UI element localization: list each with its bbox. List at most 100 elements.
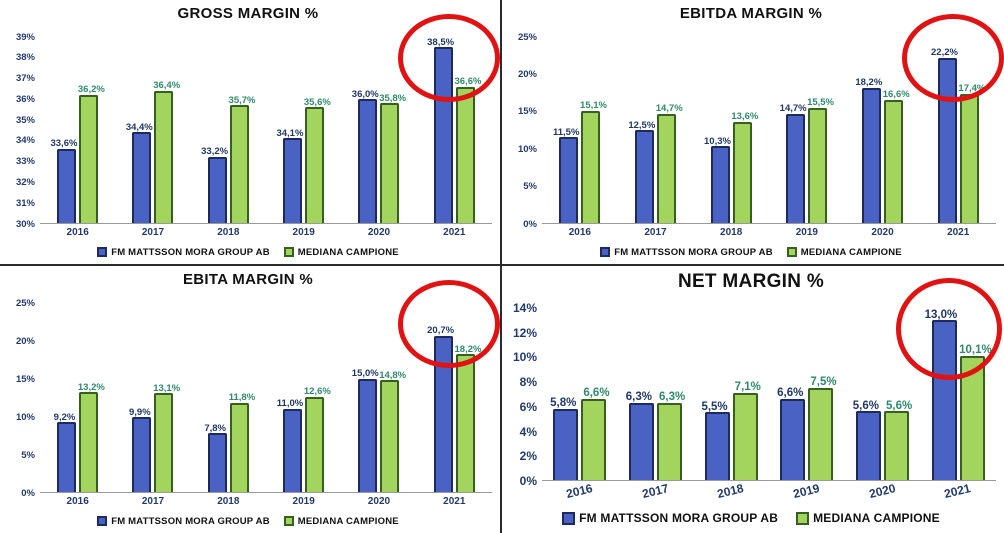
- bar-median: 35,6%: [304, 97, 331, 223]
- x-tick-label: 2020: [871, 227, 894, 238]
- bar-value-label: 11,5%: [552, 127, 580, 139]
- x-tick-label: 2017: [644, 227, 667, 238]
- series2-swatch-icon: [786, 247, 797, 257]
- bar-median: 13,6%: [731, 111, 758, 223]
- bars-area: 5,8% 6,6% 6,3% 6,3% 5,5% 7,1% 6,6% 7,5% 5,6% 5,6%…: [542, 308, 996, 481]
- series1-legend-label: FM MATTSSON MORA GROUP AB: [111, 246, 270, 258]
- bar-value-label: 33,2%: [201, 146, 229, 158]
- series2-swatch-icon: [283, 247, 294, 257]
- bar-group-2019: 11,0% 12,6%: [266, 303, 341, 492]
- x-tick-label: 2021: [443, 227, 466, 238]
- y-tick-label: 5%: [21, 449, 35, 461]
- chart-legend: FM MATTSSON MORA GROUP AB MEDIANA CAMPIO…: [506, 242, 996, 262]
- bar-group-2017: 34,4% 36,4%: [115, 37, 190, 223]
- y-tick-label: 35%: [15, 114, 35, 126]
- y-tick-label: 0%: [523, 218, 537, 230]
- bar-group-2020: 5,6% 5,6%: [845, 308, 921, 480]
- y-tick-label: 31%: [15, 197, 35, 209]
- series1-legend-label: FM MATTSSON MORA GROUP AB: [614, 246, 773, 258]
- bar-value-label: 35,7%: [228, 94, 256, 106]
- bar-value-label: 17,4%: [958, 83, 986, 95]
- legend-item-series2: MEDIANA CAMPIONE: [786, 246, 902, 258]
- bar-value-label: 14,7%: [779, 103, 807, 115]
- net-margin-plot: 0% 2% 4% 6% 8% 10% 12% 14% 5,8% 6,6% 6,3% 6,3% 5,5% 7…: [506, 293, 996, 505]
- x-tick-label: 2020: [367, 496, 391, 507]
- bar-value-label: 18,2%: [855, 77, 883, 89]
- bar-value-label: 34,1%: [276, 127, 304, 139]
- bar-value-label: 13,6%: [731, 111, 759, 123]
- bar-company: 11,0%: [277, 398, 303, 492]
- bar-value-label: 11,8%: [228, 392, 256, 404]
- x-tick-label: 2017: [141, 496, 165, 507]
- bar-value-label: 11,0%: [276, 398, 304, 410]
- bar-value-label: 36,6%: [454, 76, 482, 88]
- series2-legend-label: MEDIANA CAMPIONE: [800, 246, 902, 258]
- bar-value-label: 36,4%: [153, 80, 181, 92]
- bar-median: 11,8%: [229, 392, 255, 492]
- y-tick-label: 20%: [15, 335, 35, 347]
- bar-company: 20,7%: [427, 325, 454, 492]
- bar-value-label: 7,1%: [734, 381, 761, 394]
- chart-legend: FM MATTSSON MORA GROUP AB MEDIANA CAMPIO…: [506, 505, 996, 531]
- y-tick-label: 2%: [519, 449, 537, 464]
- bar-value-label: 9,2%: [53, 412, 76, 424]
- bar-value-label: 5,6%: [886, 399, 913, 412]
- bar-median: 14,7%: [656, 103, 683, 223]
- y-tick-label: 14%: [512, 301, 537, 315]
- x-tick-label: 2020: [367, 227, 391, 238]
- bar-value-label: 20,7%: [427, 325, 455, 337]
- series1-legend-label: FM MATTSSON MORA GROUP AB: [111, 515, 270, 527]
- bar-value-label: 35,6%: [303, 96, 331, 108]
- y-axis: 0% 5% 10% 15% 20% 25%: [506, 32, 542, 228]
- series2-swatch-icon: [796, 511, 810, 525]
- series2-legend-label: MEDIANA CAMPIONE: [813, 511, 940, 525]
- bar-company: 22,2%: [931, 47, 958, 223]
- bar-median: 13,1%: [153, 383, 180, 492]
- x-tick-label: 2019: [292, 496, 315, 507]
- bar-median: 7,1%: [732, 381, 761, 480]
- y-tick-label: 10%: [15, 411, 35, 423]
- x-axis: 2016 2017 2018 2019 2020 2021: [40, 493, 492, 511]
- y-tick-label: 5%: [523, 180, 537, 192]
- bar-value-label: 22,2%: [931, 47, 958, 59]
- bar-group-2017: 9,9% 13,1%: [115, 303, 190, 492]
- y-tick-label: 37%: [15, 72, 35, 84]
- bar-median: 15,5%: [807, 97, 834, 223]
- x-axis: 2016 2017 2018 2019 2020 2021: [542, 481, 996, 505]
- legend-item-series2: MEDIANA CAMPIONE: [283, 247, 399, 258]
- bar-group-2016: 11,5% 15,1%: [542, 37, 618, 223]
- bar-group-2016: 5,8% 6,6%: [542, 308, 618, 480]
- bar-company: 18,2%: [855, 77, 882, 223]
- bar-company: 15,0%: [352, 368, 379, 492]
- bar-company: 33,6%: [50, 138, 77, 223]
- bar-value-label: 15,5%: [807, 97, 835, 109]
- bar-median: 36,4%: [153, 80, 180, 223]
- y-tick-label: 10%: [512, 350, 537, 365]
- bar-group-2017: 6,3% 6,3%: [618, 308, 694, 480]
- bar-group-2017: 12,5% 14,7%: [618, 37, 694, 223]
- bar-group-2019: 34,1% 35,6%: [266, 37, 341, 223]
- bar-median: 17,4%: [958, 83, 985, 223]
- gross-margin-plot: 30% 31% 32% 33% 34% 35% 36% 37% 38% 39% 33,6% 36,2%…: [4, 22, 492, 242]
- bar-company: 34,4%: [126, 122, 153, 223]
- bar-company: 13,0%: [925, 309, 957, 480]
- bar-company: 5,6%: [853, 400, 882, 480]
- y-tick-label: 25%: [15, 297, 35, 309]
- ebita-margin-plot: 0% 5% 10% 15% 20% 25% 9,2% 13,2% 9,9% 13,1% 7,8% 11…: [4, 288, 492, 511]
- x-tick-label: 2019: [292, 227, 315, 238]
- chart-panel-gross-margin: GROSS MARGIN % 30% 31% 32% 33% 34% 35% 36% 37% 3…: [0, 0, 502, 266]
- bar-median: 7,5%: [808, 376, 837, 480]
- bar-value-label: 14,7%: [655, 103, 683, 115]
- bar-group-2016: 9,2% 13,2%: [40, 303, 115, 492]
- legend-item-series1: FM MATTSSON MORA GROUP AB: [600, 247, 773, 258]
- bar-company: 36,0%: [352, 89, 379, 223]
- y-tick-label: 8%: [519, 375, 537, 390]
- bar-company: 10,3%: [704, 136, 731, 223]
- bar-value-label: 36,2%: [77, 84, 105, 96]
- bar-value-label: 6,6%: [777, 387, 804, 400]
- bar-median: 6,3%: [657, 391, 685, 480]
- legend-item-series2: MEDIANA CAMPIONE: [796, 511, 940, 525]
- y-tick-label: 12%: [512, 325, 537, 340]
- series1-swatch-icon: [600, 247, 611, 257]
- y-tick-label: 36%: [15, 93, 35, 105]
